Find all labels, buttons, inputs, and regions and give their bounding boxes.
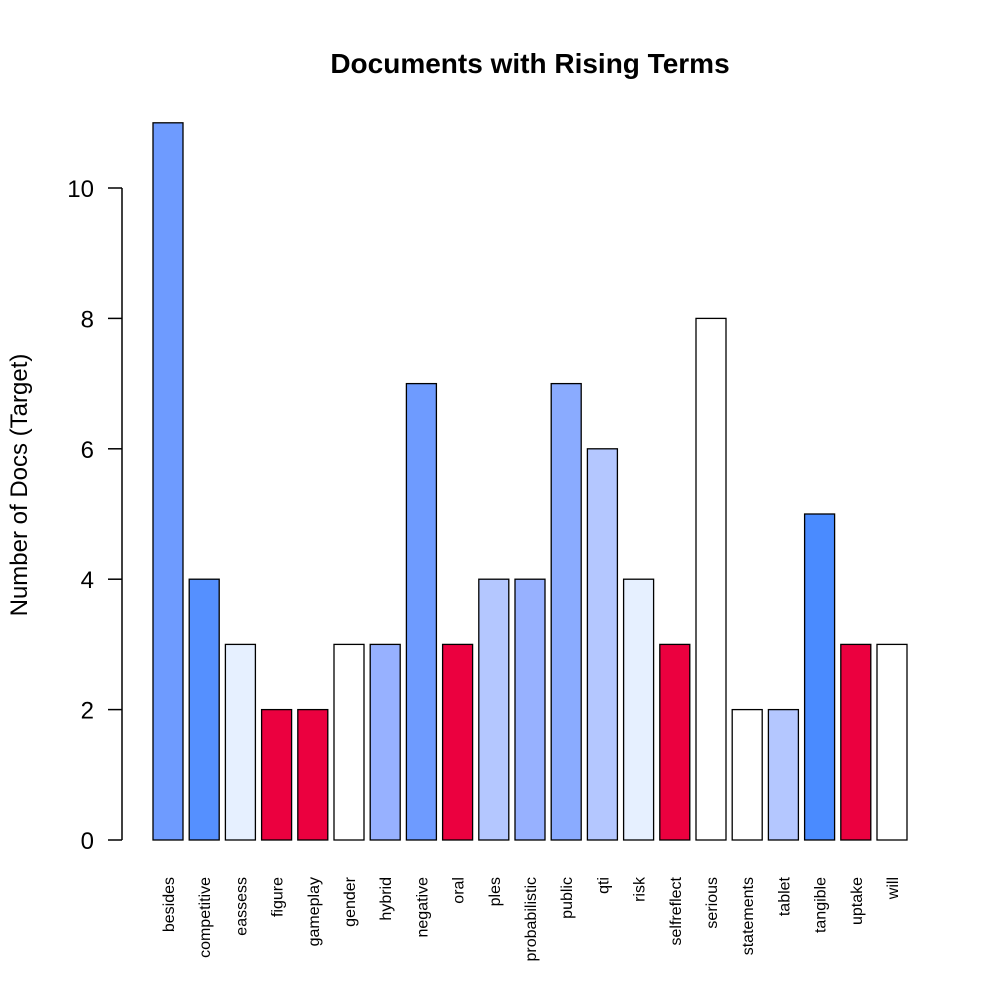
y-tick-label: 4 — [81, 567, 94, 594]
bar-besides — [152, 122, 184, 841]
bar-competitive — [188, 578, 220, 841]
x-tick-label: uptake — [849, 877, 866, 925]
bar-gameplay — [297, 708, 329, 841]
bars — [152, 122, 908, 841]
x-tick-label: will — [885, 877, 902, 900]
bar-uptake — [840, 643, 872, 841]
x-tick-labels: besides competitive eassess figure gameplay g… — [161, 876, 902, 961]
y-tick-label: 0 — [81, 828, 94, 855]
bar-ples — [478, 578, 510, 841]
x-tick-label: gameplay — [306, 877, 323, 946]
bar-tablet — [767, 708, 800, 841]
x-tick-label: selfreflect — [668, 876, 685, 945]
x-tick-label: oral — [451, 877, 468, 904]
bar-hybrid — [369, 643, 401, 841]
y-tick-label: 6 — [81, 437, 94, 464]
x-tick-label: tablet — [776, 876, 793, 916]
y-tick-label: 2 — [81, 698, 94, 725]
bar-statements — [731, 708, 763, 841]
bar-gender — [333, 643, 365, 841]
x-tick-label: hybrid — [378, 877, 395, 921]
x-tick-label: probabilistic — [523, 877, 540, 961]
x-tick-label: qti — [595, 877, 612, 894]
bar-negative — [405, 382, 438, 841]
y-tick-label: 10 — [67, 176, 94, 203]
x-tick-label: tangible — [813, 877, 830, 933]
x-tick-label: figure — [270, 877, 287, 917]
bar-figure — [260, 708, 293, 841]
x-tick-label: gender — [342, 876, 359, 926]
x-tick-label: public — [559, 877, 576, 919]
bar-tangible — [803, 513, 836, 841]
bar-serious — [695, 317, 727, 841]
x-tick-label: negative — [414, 877, 431, 938]
bar-risk — [622, 578, 655, 841]
bar-eassess — [224, 643, 257, 841]
x-tick-label: ples — [487, 877, 504, 906]
x-tick-label: competitive — [197, 877, 214, 958]
bar-qti — [586, 448, 619, 841]
y-axis: 0 2 4 6 8 10 — [67, 176, 123, 855]
bar-probabilistic — [514, 578, 546, 841]
x-tick-label: risk — [632, 876, 649, 902]
bar-selfreflect — [659, 643, 691, 841]
bar-public — [550, 382, 582, 841]
x-tick-label: eassess — [233, 877, 250, 936]
x-tick-label: statements — [740, 877, 757, 955]
y-axis-label: Number of Docs (Target) — [6, 354, 33, 617]
chart-title: Documents with Rising Terms — [330, 48, 729, 79]
bar-will — [876, 643, 908, 841]
bar-oral — [441, 643, 474, 841]
y-tick-label: 8 — [81, 306, 94, 333]
x-tick-label: besides — [161, 877, 178, 932]
x-tick-label: serious — [704, 877, 721, 929]
